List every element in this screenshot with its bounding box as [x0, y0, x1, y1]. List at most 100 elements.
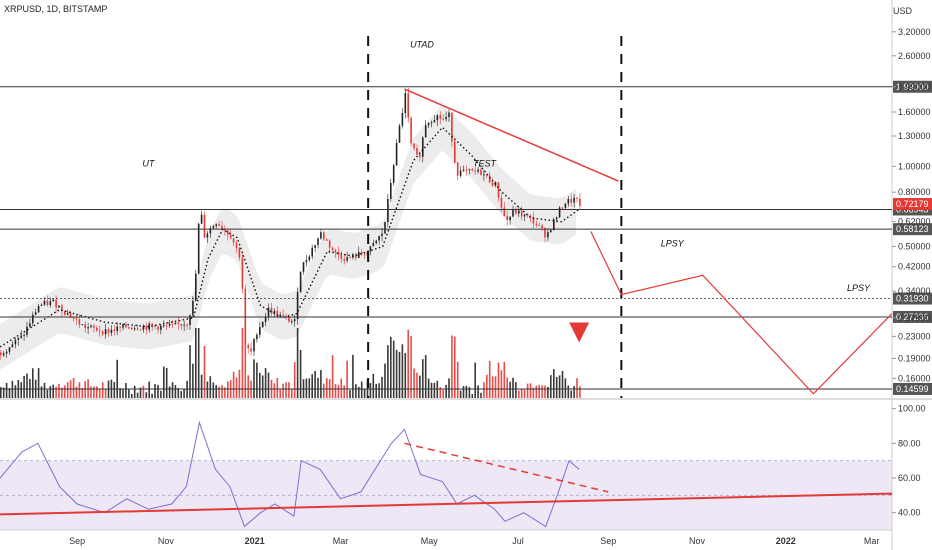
candle-body	[87, 327, 89, 329]
candle-body	[224, 229, 226, 231]
candle-body	[358, 252, 360, 258]
volume-bar	[480, 392, 482, 398]
candle-body	[29, 323, 31, 327]
price-tick-label: 0.62000	[898, 217, 931, 227]
volume-bar	[529, 383, 532, 398]
volume-bar	[579, 386, 581, 398]
volume-bar	[55, 386, 57, 398]
candle-body	[293, 319, 296, 322]
candle-body	[570, 199, 572, 203]
volume-bar	[343, 385, 345, 398]
candle-body	[323, 232, 325, 240]
candle-body	[480, 169, 482, 176]
volume-bar	[331, 355, 334, 398]
candle-body	[523, 214, 526, 217]
candle-body	[483, 174, 485, 176]
candle-body	[192, 300, 194, 316]
candle-body	[390, 183, 392, 199]
volume-bar	[535, 385, 538, 398]
candle-body	[189, 315, 191, 325]
volume-bar	[427, 378, 430, 398]
time-tick-label: Mar	[333, 536, 349, 546]
candle-body	[317, 238, 319, 246]
volume-bar	[145, 392, 148, 398]
volume-bar	[442, 389, 444, 398]
volume-bar	[369, 383, 372, 398]
rsi-tick-label: 100.00	[898, 404, 926, 414]
candle-body	[229, 234, 232, 239]
projection-path[interactable]	[590, 231, 893, 395]
volume-bar	[320, 370, 322, 398]
volume-bar	[407, 329, 409, 398]
rsi-trendline[interactable]	[0, 492, 893, 516]
volume-bar	[78, 382, 81, 398]
candle-body	[468, 169, 471, 171]
volume-bar	[131, 393, 133, 398]
candle-body	[407, 93, 409, 118]
volume-bar	[136, 392, 139, 398]
volume-bar	[448, 378, 450, 398]
candle-body	[474, 170, 476, 172]
volume-bar	[326, 378, 328, 398]
currency-label[interactable]: USD	[893, 6, 913, 16]
volume-bar	[177, 388, 180, 398]
rsi-dashed-trendline[interactable]	[404, 442, 609, 493]
volume-bar	[244, 328, 247, 398]
volume-bar	[456, 361, 459, 398]
price-tick-label: 0.34000	[898, 286, 931, 296]
volume-bar	[291, 388, 293, 398]
candle-body	[532, 217, 535, 224]
candle-body	[529, 215, 532, 218]
volume-bar	[541, 385, 543, 398]
last-price-tag	[893, 198, 932, 211]
resistance-trendline[interactable]	[404, 88, 619, 182]
candle-body	[17, 337, 20, 340]
price-tick-label: 0.19000	[898, 353, 931, 363]
volume-bar	[308, 378, 311, 398]
candle-body	[392, 165, 395, 183]
volume-bar	[567, 385, 570, 398]
candle-body	[72, 317, 75, 319]
volume-bar	[189, 345, 191, 398]
candle-body	[355, 254, 357, 258]
candle-body	[558, 207, 561, 218]
volume-bar	[253, 359, 255, 398]
volume-bar	[317, 377, 319, 398]
candle-body	[203, 214, 206, 238]
volume-bar	[462, 386, 465, 398]
volume-bar	[235, 377, 238, 398]
candle-body	[110, 329, 113, 333]
candle-body	[445, 116, 447, 120]
volume-bar	[285, 382, 287, 398]
price-level-tag	[893, 310, 932, 323]
cloud-band	[0, 104, 577, 370]
annotation-lpsy-3: LPSY	[661, 239, 685, 249]
candle-body	[302, 262, 305, 272]
time-tick-label: Jul	[512, 536, 524, 546]
volume-bar	[451, 335, 453, 398]
price-tick-label: 1.00000	[898, 161, 931, 171]
candle-body	[264, 316, 267, 322]
candle-body	[200, 214, 203, 224]
candle-body	[273, 310, 276, 314]
volume-bar	[142, 385, 145, 398]
candle-body	[142, 326, 145, 330]
volume-bar	[64, 385, 66, 398]
price-tick-label: 1.99000	[898, 82, 931, 92]
down-arrow-marker[interactable]	[569, 322, 590, 343]
volume-bar	[200, 374, 203, 398]
candle-body	[291, 321, 293, 323]
time-tick-label: Mar	[864, 536, 880, 546]
candle-body	[168, 323, 171, 326]
volume-bar	[474, 362, 476, 398]
volume-bar	[570, 390, 572, 398]
volume-bar	[192, 363, 194, 398]
candle-body	[331, 247, 334, 250]
candle-body	[209, 228, 212, 234]
price-tick-label: 0.23000	[898, 331, 931, 341]
volume-bar	[404, 353, 407, 398]
candle-body	[349, 257, 351, 259]
candle-body	[52, 299, 54, 302]
rsi-tick-label: 60.00	[898, 473, 921, 483]
